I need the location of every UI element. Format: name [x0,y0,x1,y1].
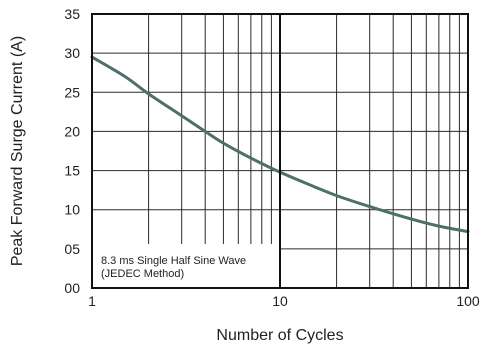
y-tick-label: 00 [64,280,80,296]
x-tick-label: 1 [88,293,96,309]
y-tick-labels: 00 05 10 15 20 25 30 35 [64,6,80,296]
y-tick-label: 05 [64,241,80,257]
annotation-box: 8.3 ms Single Half Sine Wave (JEDEC Meth… [92,244,280,288]
y-tick-label: 15 [64,163,80,179]
annotation-background [92,244,280,288]
x-tick-label: 10 [272,293,288,309]
annotation-line-2: (JEDEC Method) [101,268,184,280]
y-tick-label: 10 [64,202,80,218]
x-tick-label: 100 [456,293,480,309]
x-axis-label: Number of Cycles [216,327,343,344]
series-line [90,55,470,234]
y-tick-label: 20 [64,123,80,139]
x-tick-labels: 1 10 100 [88,293,480,309]
y-axis-label: Peak Forward Surge Current (A) [9,36,26,266]
annotation-line-1: 8.3 ms Single Half Sine Wave [101,255,246,267]
y-tick-label: 25 [64,84,80,100]
plot-frame [91,13,469,289]
y-tick-label: 35 [64,6,80,22]
y-tick-label: 30 [64,45,80,61]
